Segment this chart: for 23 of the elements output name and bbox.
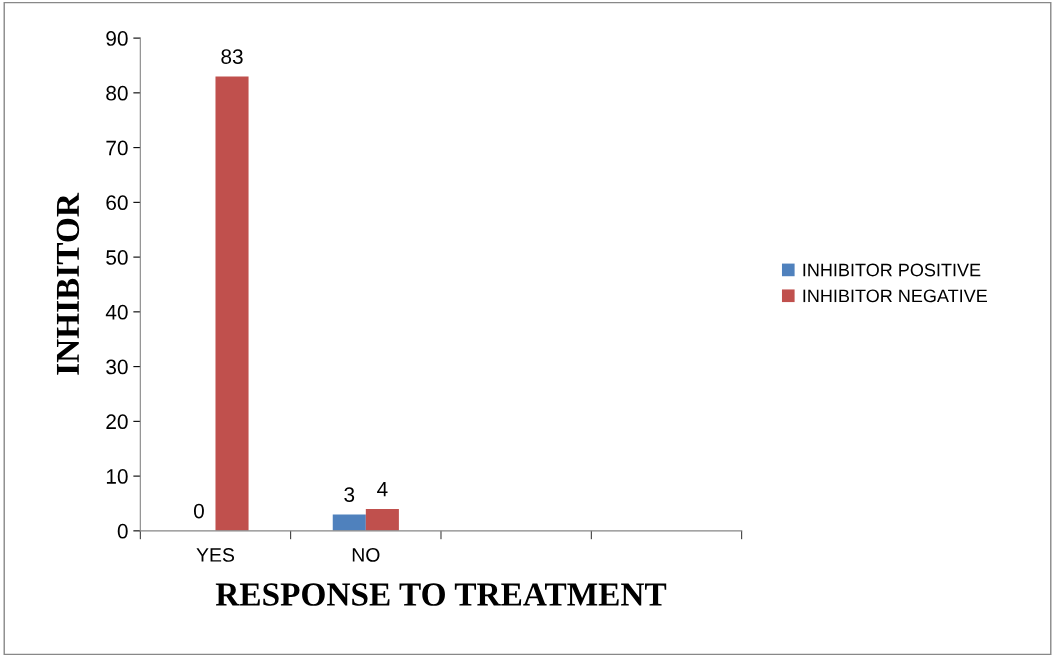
y-tick-label: 70: [106, 140, 128, 156]
y-tick-label: 20: [106, 414, 128, 430]
data-label: 0: [193, 503, 204, 519]
y-tick-label: 10: [106, 469, 128, 484]
y-tick-label: 90: [106, 31, 128, 46]
bar: [332, 514, 366, 531]
legend-label: INHIBITOR NEGATIVE: [803, 289, 987, 303]
x-axis-title: RESPONSE TO TREATMENT: [215, 583, 667, 606]
data-label: 83: [221, 49, 243, 64]
legend-label: INHIBITOR POSITIVE: [803, 263, 981, 277]
bar: [365, 508, 399, 531]
bar: [215, 76, 249, 531]
y-tick-label: 60: [106, 195, 128, 211]
x-tick-label: YES: [196, 548, 235, 562]
data-label: 4: [377, 481, 388, 497]
y-tick-label: 80: [106, 85, 128, 101]
x-tick-label: NO: [352, 548, 380, 562]
y-tick-label: 0: [117, 523, 128, 539]
y-tick-label: 50: [106, 250, 128, 265]
y-tick-label: 30: [106, 359, 128, 375]
data-label: 3: [344, 487, 355, 502]
y-tick-label: 40: [105, 304, 128, 320]
y-axis-title: INHIBITOR: [56, 192, 80, 375]
